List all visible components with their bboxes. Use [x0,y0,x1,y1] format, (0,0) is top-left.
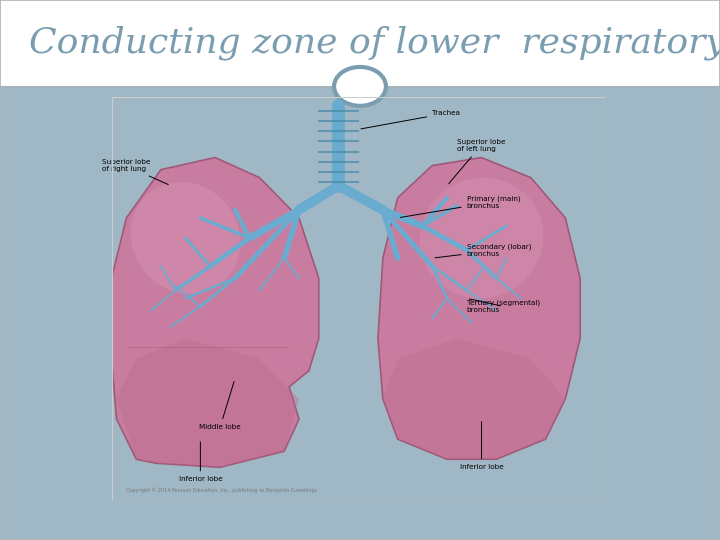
PathPatch shape [383,339,565,459]
Text: Inferior lobe: Inferior lobe [459,422,503,470]
Ellipse shape [420,178,544,298]
Text: Tertiary (segmental)
bronchus: Tertiary (segmental) bronchus [467,299,540,313]
Text: Copyright © 2014 Pearson Education, Inc., publishing as Benjamin Cummings: Copyright © 2014 Pearson Education, Inc.… [127,488,318,494]
Bar [112,97,605,500]
PathPatch shape [112,158,319,467]
Circle shape [334,67,386,106]
PathPatch shape [378,158,580,459]
Text: Superior lobe
of right lung: Superior lobe of right lung [102,159,168,185]
Text: Secondary (lobar)
bronchus: Secondary (lobar) bronchus [435,244,531,258]
Text: Superior lobe
of left lung: Superior lobe of left lung [449,139,505,184]
Text: Primary (main)
bronchus: Primary (main) bronchus [400,195,521,218]
Text: Inferior lobe: Inferior lobe [179,442,222,482]
Text: Conducting zone of lower  respiratory tract: Conducting zone of lower respiratory tra… [29,26,720,60]
PathPatch shape [117,339,299,467]
Bar [0,0,720,86]
Text: Middle lobe: Middle lobe [199,381,241,430]
Text: Trachea: Trachea [361,110,460,129]
Ellipse shape [131,182,240,294]
